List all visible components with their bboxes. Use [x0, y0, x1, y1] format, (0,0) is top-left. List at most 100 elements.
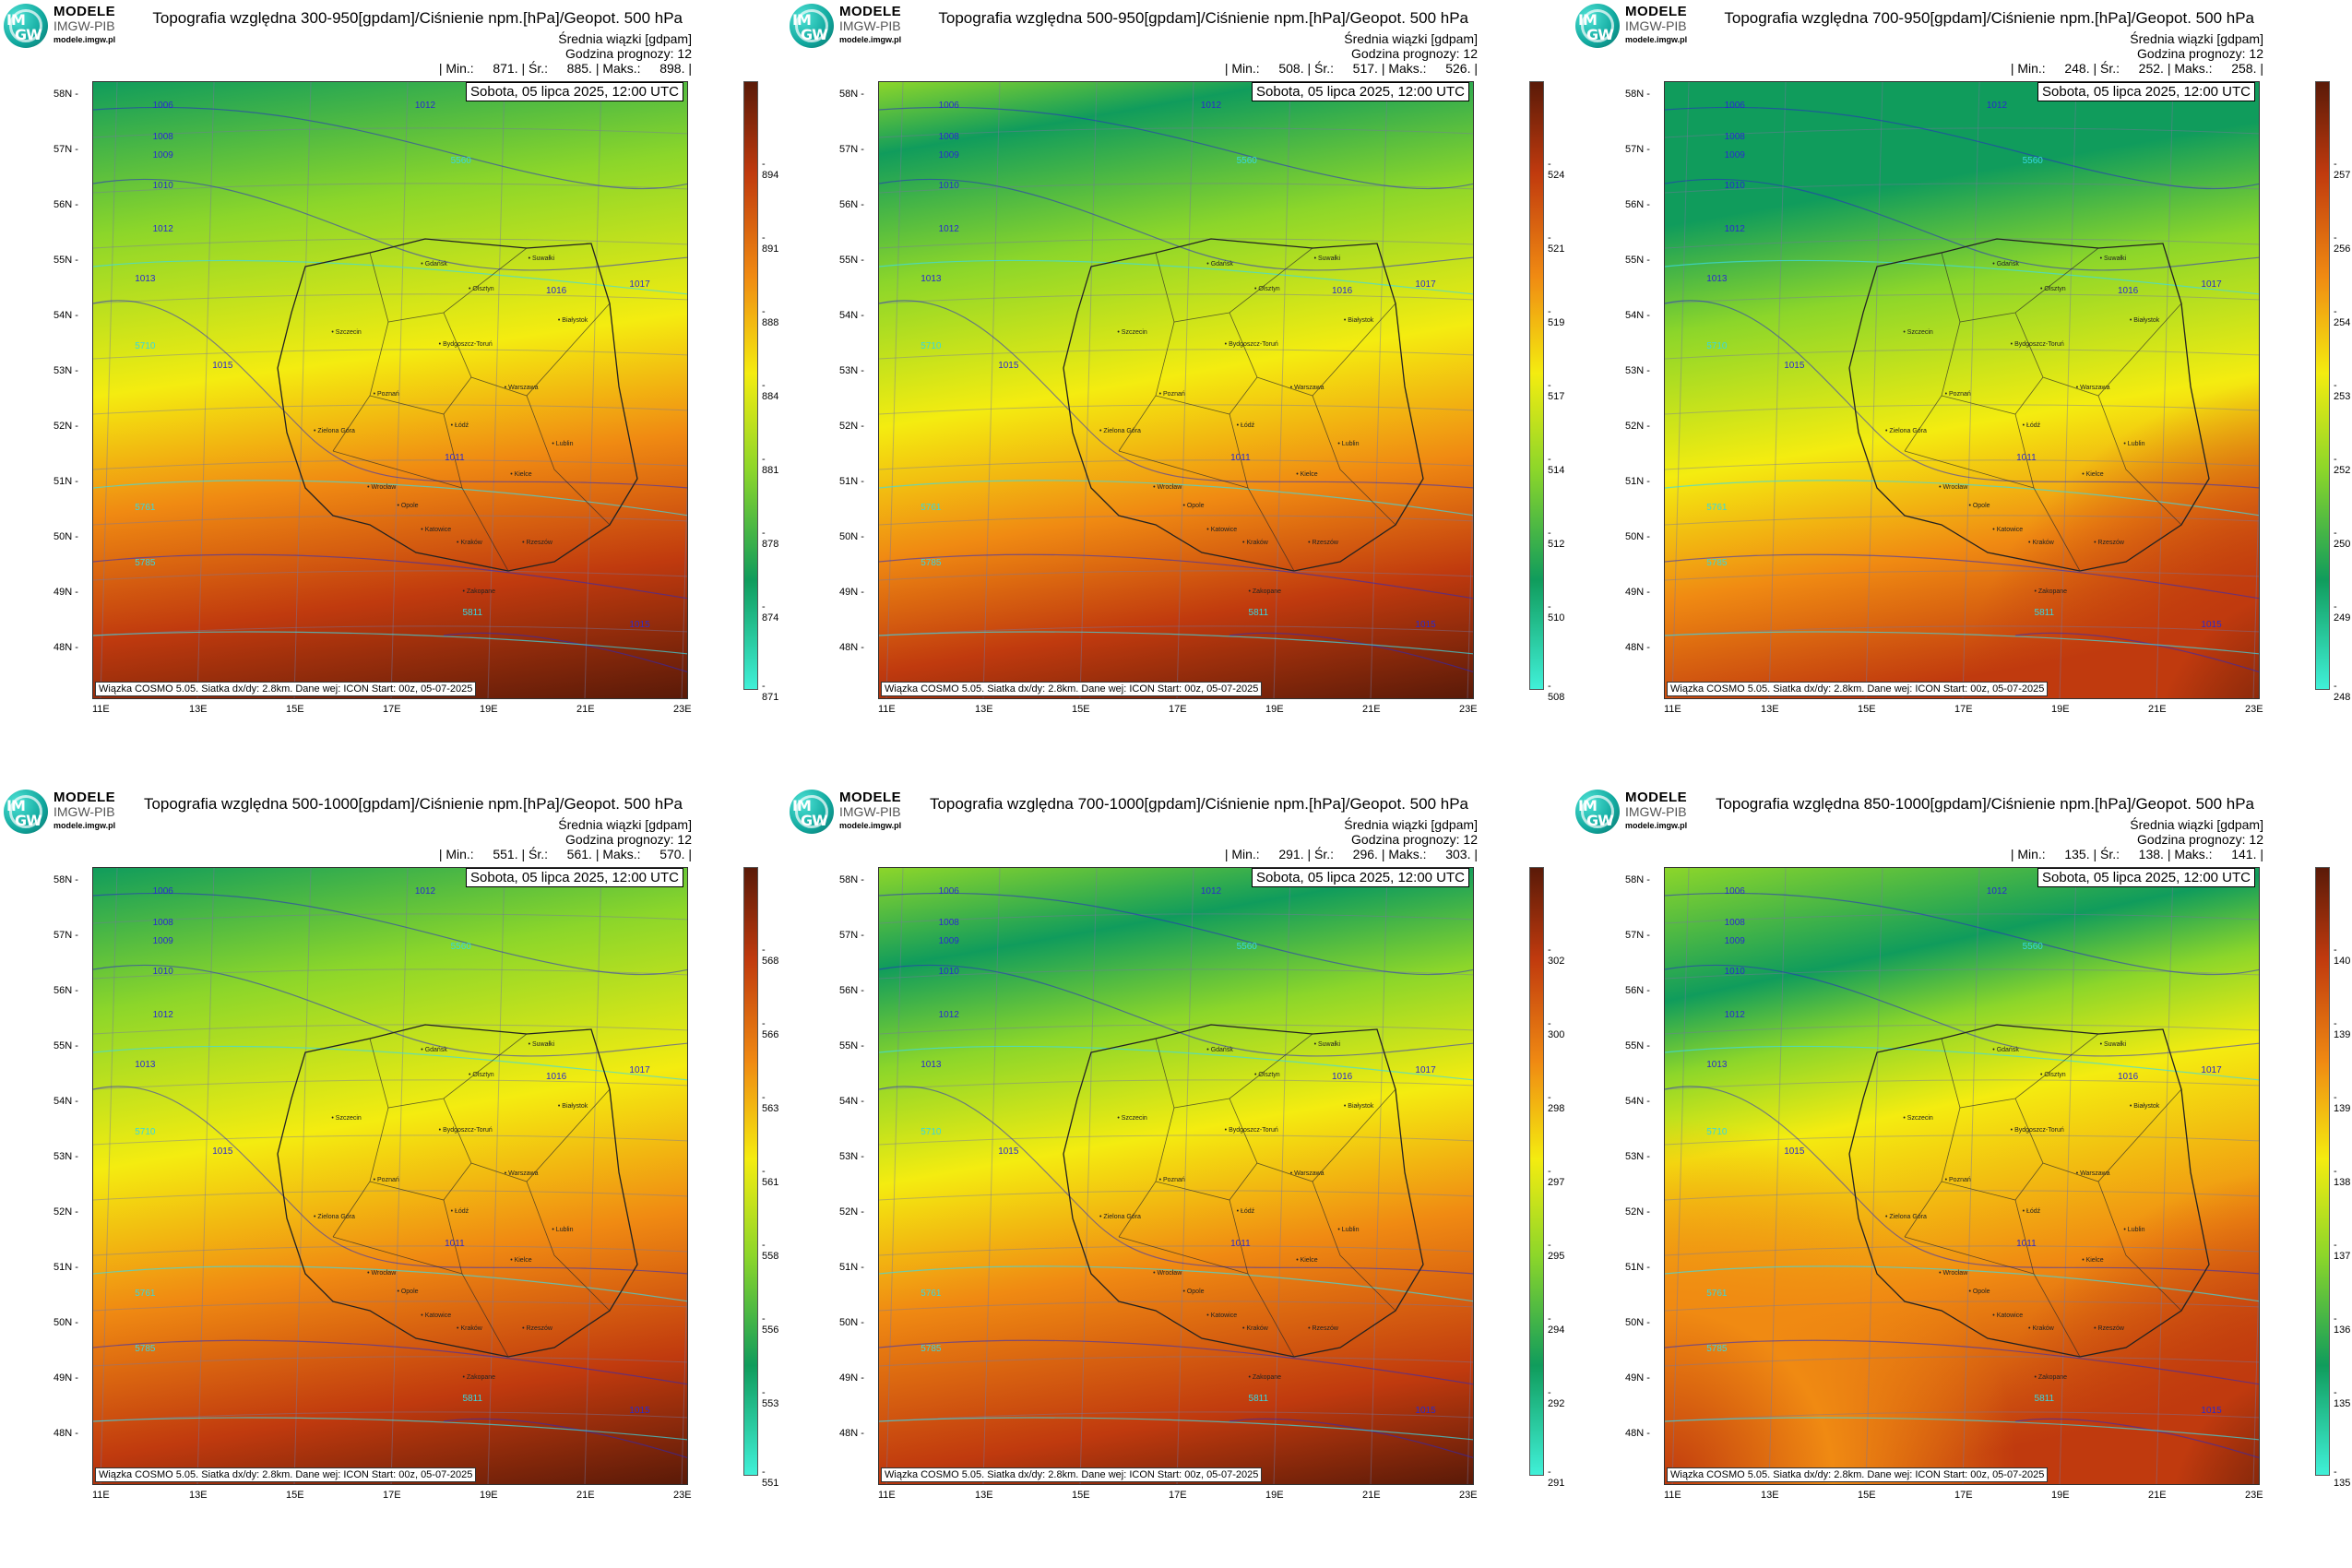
latitude-label: 48N - [53, 642, 78, 653]
isobar-label: 1009 [152, 935, 173, 946]
forecast-date-box: Sobota, 05 lipca 2025, 12:00 UTC [2037, 868, 2255, 887]
latitude-label: 58N - [839, 874, 864, 885]
longitude-label: 17E [1954, 1490, 1973, 1501]
latitude-label: 56N - [839, 985, 864, 996]
map-title: Topografia względna 500-1000[gpdam]/Ciśn… [143, 795, 683, 813]
isobar-label: 1016 [1331, 286, 1353, 297]
map-overlay [93, 868, 687, 1484]
logo-text-bottom: GW [1586, 26, 1614, 43]
colorbar [2315, 867, 2330, 1476]
city-label: • Łódź [2022, 1207, 2041, 1215]
map-panel-3: IM GW MODELE IMGW-PIB modele.imgw.pl Top… [1572, 0, 2350, 766]
city-label: • Kielce [2082, 1257, 2104, 1265]
longitude-label: 17E [1169, 1490, 1187, 1501]
map-subtitle-ensemble: Średnia wiązki [gdpam] [1344, 817, 1478, 832]
latitude-label: 51N - [1625, 476, 1650, 487]
latitude-label: 54N - [1625, 1096, 1650, 1107]
colorbar-tick-label: - 568 [762, 944, 779, 967]
map-area: • Gdańsk • Olsztyn • Suwałki • Szczecin • By… [1664, 81, 2260, 699]
longitude-label: 21E [576, 1490, 595, 1501]
map-panel-2: IM GW MODELE IMGW-PIB modele.imgw.pl Top… [786, 0, 1564, 766]
latitude-label: 51N - [53, 476, 78, 487]
city-label: • Poznań [373, 391, 399, 398]
latitude-label: 52N - [1625, 421, 1650, 432]
colorbar-tick-label: - 561 [762, 1166, 779, 1188]
geopotential-label: 5761 [135, 502, 156, 513]
mean-value: 252. [2138, 61, 2164, 76]
map-overlay [1665, 82, 2259, 698]
isobar-label: 1010 [1724, 181, 1745, 192]
isobar-label: 1012 [414, 101, 436, 112]
geopotential-label: 5761 [921, 502, 942, 513]
max-value: 141. [2231, 847, 2257, 861]
geopotential-label: 5710 [921, 341, 942, 352]
latitude-label: 52N - [53, 1206, 78, 1218]
map-overlay [879, 868, 1473, 1484]
map-stats: | Min.: 135. | Śr.: 138. | Maks.: 141. | [2011, 847, 2263, 861]
latitude-label: 54N - [839, 1096, 864, 1107]
geopotential-label: 5785 [1706, 1343, 1728, 1354]
map-title: Topografia względna 500-950[gpdam]/Ciśni… [938, 9, 1468, 27]
stats-end-bar: | [1474, 61, 1478, 76]
brand-name: MODELE [53, 790, 116, 805]
colorbar-tick-label: - 256 [2334, 232, 2351, 255]
min-value: 135. [2064, 847, 2090, 861]
colorbar-tick-label: - 524 [1548, 159, 1565, 181]
city-label: • Warszawa [2075, 385, 2110, 392]
map-stats: | Min.: 248. | Śr.: 252. | Maks.: 258. | [2011, 61, 2263, 76]
isobar-label: 1006 [152, 886, 173, 897]
latitude-label: 49N - [1625, 587, 1650, 598]
geopotential-label: 5785 [921, 1343, 942, 1354]
isobar-label: 1006 [152, 101, 173, 112]
colorbar-tick-label: - 297 [1548, 1166, 1565, 1188]
isobar-label: 1009 [938, 149, 959, 160]
city-label: • Opole [1968, 1288, 1990, 1295]
latitude-label: 57N - [1625, 144, 1650, 155]
logo-text-bottom: GW [801, 812, 828, 829]
city-label: • Zielona Góra [1885, 428, 1927, 435]
city-label: • Rzeszów [1308, 539, 1338, 546]
city-label: • Gdańsk [1206, 1047, 1233, 1054]
latitude-label: 51N - [53, 1262, 78, 1273]
map-overlay [1665, 868, 2259, 1484]
max-label: | Maks.: [1381, 847, 1427, 861]
city-label: • Lublin [2123, 1226, 2145, 1233]
max-value: 898. [659, 61, 685, 76]
latitude-label: 48N - [839, 642, 864, 653]
isobar-label: 1015 [998, 360, 1019, 371]
longitude-label: 21E [1362, 704, 1381, 715]
mean-label: | Śr.: [521, 61, 549, 76]
isobar-label: 1011 [1230, 1239, 1251, 1249]
model-info-box: Wiązka COSMO 5.05. Siatka dx/dy: 2.8km. … [1667, 1467, 2049, 1482]
isobar-label: 1012 [1986, 101, 2008, 112]
colorbar [1529, 81, 1544, 690]
longitude-label: 13E [189, 1490, 208, 1501]
city-label: • Białystok [557, 1102, 588, 1110]
latitude-label: 48N - [53, 1428, 78, 1439]
city-label: • Białystok [557, 316, 588, 324]
colorbar-tick-label: - 254 [2334, 306, 2351, 328]
isobar-label: 1012 [152, 224, 173, 235]
map-panel-4: IM GW MODELE IMGW-PIB modele.imgw.pl Top… [0, 786, 778, 1551]
longitude-label: 15E [286, 1490, 304, 1501]
city-label: • Lublin [2123, 440, 2145, 447]
min-label: | Min.: [1224, 847, 1260, 861]
latitude-label: 56N - [1625, 985, 1650, 996]
city-label: • Olsztyn [2039, 1072, 2066, 1079]
geopotential-label: 5811 [2034, 607, 2055, 618]
map-area: • Gdańsk • Olsztyn • Suwałki • Szczecin • By… [878, 81, 1474, 699]
logo-text-bottom: GW [15, 812, 42, 829]
map-title: Topografia względna 300-950[gpdam]/Ciśni… [152, 9, 683, 27]
isobar-label: 1015 [1784, 1146, 1805, 1157]
city-label: • Szczecin [1117, 329, 1147, 336]
geopotential-label: 5811 [462, 607, 483, 618]
longitude-label: 11E [1664, 704, 1681, 715]
isobar-label: 1012 [1200, 886, 1222, 897]
geopotential-label: 5785 [135, 557, 156, 568]
colorbar-tick-label: - 138 [2334, 1166, 2351, 1188]
map-area: • Gdańsk • Olsztyn • Suwałki • Szczecin • By… [92, 81, 688, 699]
map-subtitle-forecast-hour: Godzina prognozy: 12 [565, 46, 692, 61]
geopotential-label: 5761 [1706, 1288, 1728, 1299]
mean-value: 517. [1352, 61, 1378, 76]
map-stats: | Min.: 291. | Śr.: 296. | Maks.: 303. | [1225, 847, 1478, 861]
